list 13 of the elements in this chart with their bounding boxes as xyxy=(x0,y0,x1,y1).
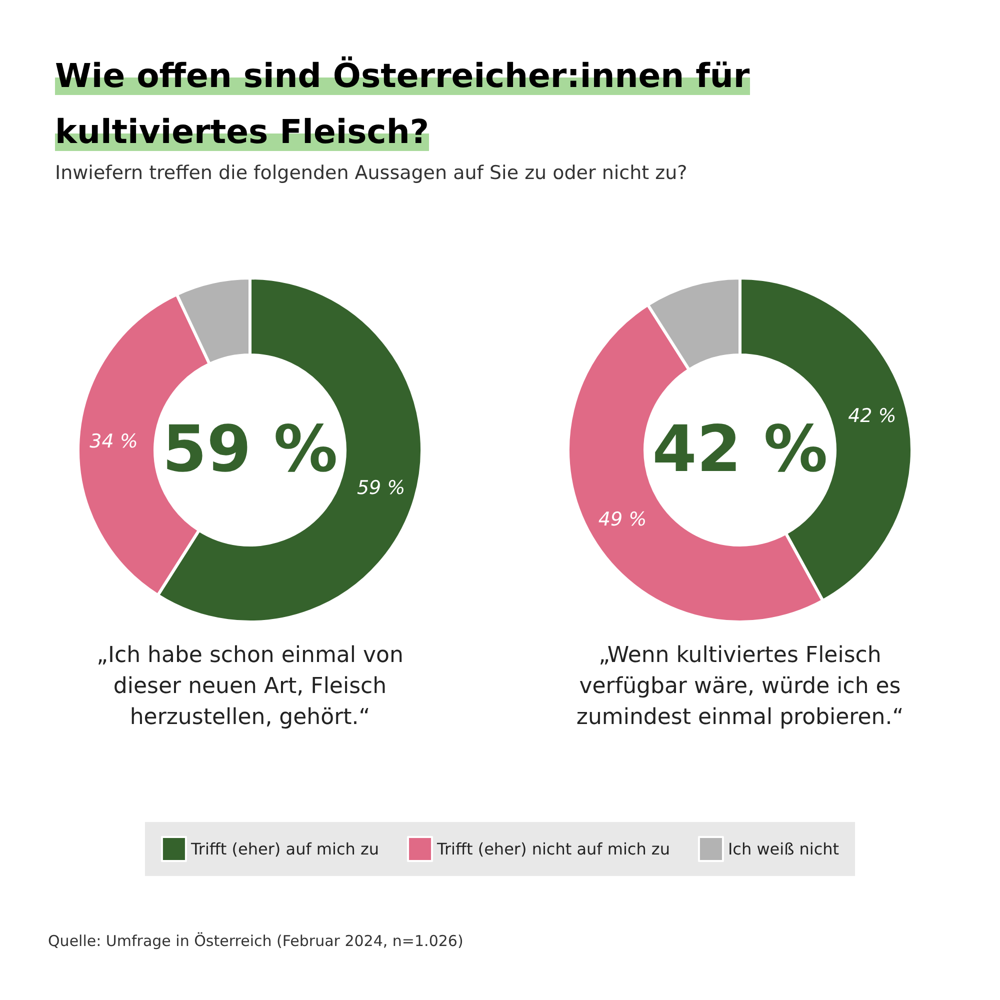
text: 42 % xyxy=(652,413,828,487)
slice-label: „Ich habe schon einmal von dieser neuen Art, Fleisch herzustellen, gehört.“ xyxy=(96,643,404,730)
slice-label: „Wenn kultiviertes Fleisch verfügbar wäre, würde ich es zumindest einmal probieren.“ xyxy=(576,643,904,730)
data-label: 59 % xyxy=(356,477,406,500)
legend-label: Trifft (eher) auf mich zu xyxy=(190,840,380,858)
data-label: 49 % xyxy=(598,508,647,530)
data-label: 34 % xyxy=(90,430,138,452)
chart-subtitle: Inwiefern treffen die folgenden Aussagen auf Sie zu oder nicht zu? xyxy=(55,162,688,184)
legend-label: Trifft (eher) nicht auf mich zu xyxy=(436,840,670,858)
data-label: 42 % xyxy=(848,405,896,428)
legend-label: Ich weiß nicht xyxy=(728,840,840,858)
source-note: Quelle: Umfrage in Österreich (Februar 2024, n=1.026) xyxy=(48,932,464,950)
text: 59 % xyxy=(162,413,338,487)
